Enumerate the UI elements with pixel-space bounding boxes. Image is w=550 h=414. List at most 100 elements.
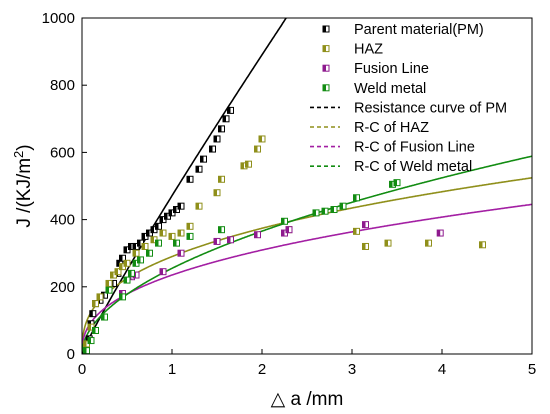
- point-parent-material-pm: [200, 155, 207, 163]
- y-axis-label-tail: ): [14, 144, 35, 150]
- point-parent-material-pm: [227, 106, 234, 114]
- point-parent-material-pm: [213, 135, 221, 143]
- legend-r-c-of-weld-metal-label: R-C of Weld metal: [354, 159, 472, 175]
- data-points: [83, 106, 486, 354]
- curve-resistance-curve-of-pm: [82, 18, 288, 354]
- point-haz: [132, 249, 140, 257]
- point-weld-metal: [128, 269, 135, 277]
- x-tick-label: 2: [258, 361, 266, 378]
- point-weld-metal: [312, 209, 320, 217]
- x-tick-label: 0: [78, 361, 86, 378]
- point-parent-material-pm: [195, 165, 203, 173]
- point-haz: [177, 229, 185, 237]
- curve-r-c-of-weld-metal: [82, 155, 532, 352]
- point-haz: [92, 300, 99, 308]
- y-tick-label: 200: [50, 279, 75, 296]
- y-tick-label: 400: [50, 212, 75, 229]
- point-weld-metal: [119, 293, 126, 301]
- y-tick-label: 600: [50, 144, 75, 161]
- legend-r-c-of-fusion-line-label: R-C of Fusion Line: [354, 140, 475, 156]
- legend-resistance-curve-of-pm-label: Resistance curve of PM: [354, 100, 507, 116]
- point-haz: [384, 239, 392, 247]
- point-weld-metal: [218, 226, 225, 234]
- point-weld-metal: [321, 207, 329, 215]
- point-haz: [258, 135, 266, 143]
- y-tick-label: 1000: [42, 10, 75, 27]
- point-weld-metal: [137, 256, 144, 264]
- point-parent-material-pm: [218, 125, 225, 133]
- point-haz: [479, 241, 486, 249]
- legend-haz-label: HAZ: [354, 42, 383, 58]
- point-fusion-line: [213, 237, 221, 245]
- point-weld-metal: [281, 217, 288, 225]
- point-fusion-line: [159, 268, 167, 276]
- point-weld-metal: [339, 202, 347, 210]
- point-haz: [425, 239, 432, 247]
- legend: Parent material(PM) HAZ Fusion Line Weld me…: [310, 22, 507, 175]
- point-haz: [195, 202, 203, 210]
- point-haz: [213, 189, 221, 197]
- legend-weld-metal-marker: [322, 84, 330, 92]
- point-haz: [186, 222, 194, 230]
- y-axis-label: J /(KJ/m2): [11, 144, 35, 227]
- point-haz: [159, 229, 167, 237]
- point-haz: [141, 242, 149, 250]
- point-weld-metal: [173, 239, 180, 247]
- point-fusion-line: [362, 221, 369, 229]
- x-axis-label: △ a /mm: [271, 389, 344, 410]
- point-weld-metal: [393, 179, 401, 187]
- point-weld-metal: [92, 326, 99, 334]
- point-parent-material-pm: [89, 310, 97, 318]
- legend-fusion-line-label: Fusion Line: [354, 61, 429, 77]
- point-weld-metal: [146, 249, 153, 257]
- point-weld-metal: [186, 232, 194, 240]
- point-haz: [353, 227, 360, 235]
- point-haz: [168, 232, 176, 240]
- axes: 0 1 2 3 4 5 0 200 400 600 800 1000: [42, 10, 537, 378]
- legend-weld-metal-label: Weld metal: [354, 81, 426, 97]
- point-weld-metal: [101, 313, 108, 321]
- point-weld-metal: [123, 276, 131, 284]
- point-haz: [254, 145, 261, 153]
- point-haz: [105, 279, 113, 287]
- point-haz: [123, 259, 131, 267]
- curve-r-c-of-haz: [82, 177, 532, 347]
- point-parent-material-pm: [119, 254, 126, 262]
- point-weld-metal: [353, 194, 360, 202]
- point-parent-material-pm: [155, 222, 162, 230]
- point-parent-material-pm: [222, 115, 230, 123]
- legend-r-c-of-haz-label: R-C of HAZ: [354, 120, 429, 136]
- point-fusion-line: [285, 226, 293, 234]
- point-parent-material-pm: [177, 202, 185, 210]
- point-fusion-line: [227, 236, 234, 244]
- plot-frame: [81, 17, 533, 355]
- x-tick-label: 3: [348, 361, 356, 378]
- x-tick-label: 5: [528, 361, 536, 378]
- y-tick-label: 800: [50, 77, 75, 94]
- point-parent-material-pm: [209, 145, 216, 153]
- legend-parent-material-pm-marker: [322, 25, 330, 33]
- point-weld-metal: [330, 206, 338, 214]
- y-tick-label: 0: [67, 346, 75, 363]
- point-weld-metal: [105, 286, 113, 294]
- x-tick-label: 4: [438, 361, 446, 378]
- point-weld-metal: [83, 347, 90, 354]
- point-haz: [362, 242, 369, 250]
- curve-r-c-of-fusion-line: [82, 203, 532, 349]
- point-haz: [218, 175, 225, 183]
- point-fusion-line: [254, 231, 261, 239]
- legend-fusion-line-marker: [322, 64, 330, 72]
- y-axis-label-superscript: 2: [11, 151, 26, 158]
- legend-haz-marker: [322, 45, 330, 53]
- point-haz: [96, 293, 104, 301]
- point-weld-metal: [87, 337, 95, 345]
- x-tick-label: 1: [168, 361, 176, 378]
- point-weld-metal: [155, 239, 162, 247]
- point-parent-material-pm: [186, 175, 194, 183]
- y-axis-label-main: J /(KJ/m: [14, 158, 35, 228]
- legend-parent-material-pm-label: Parent material(PM): [354, 22, 484, 38]
- fit-curves: [82, 18, 532, 354]
- point-fusion-line: [436, 229, 444, 237]
- point-fusion-line: [177, 249, 185, 257]
